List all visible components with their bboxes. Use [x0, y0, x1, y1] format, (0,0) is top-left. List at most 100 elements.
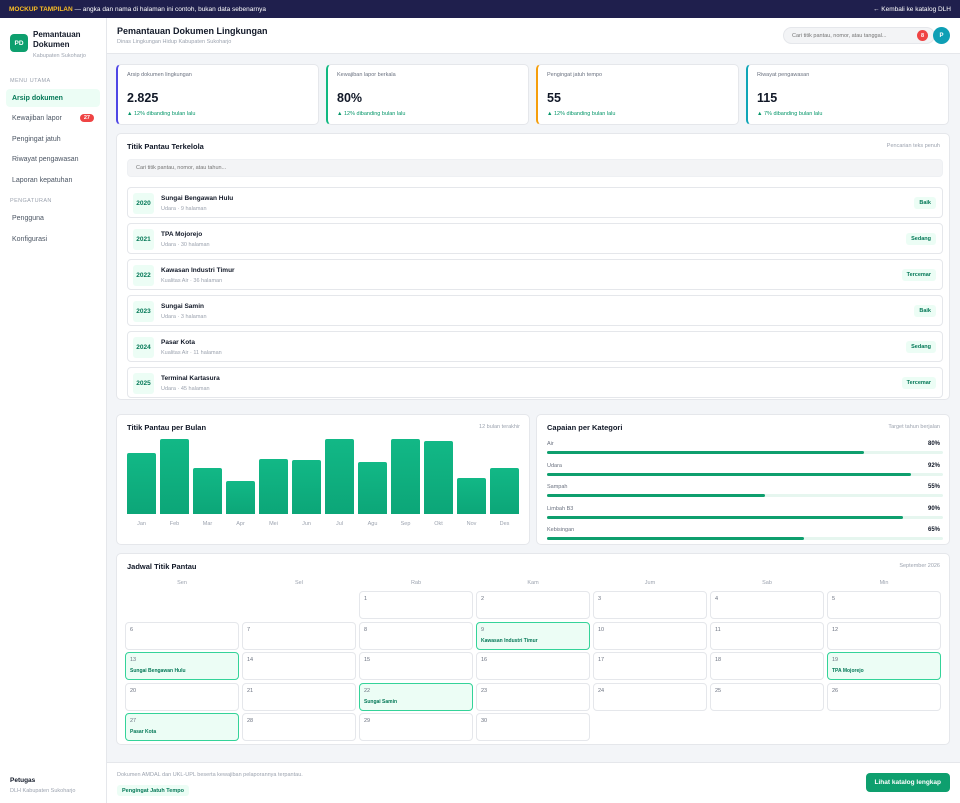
- app-logo: PD: [10, 34, 28, 52]
- x-tick-label: Jul: [335, 521, 344, 527]
- sidebar-item-label: Arsip dokumen: [12, 94, 63, 102]
- calendar-day[interactable]: 6: [125, 621, 239, 650]
- list-item-meta: Kualitas Air · 36 halaman: [161, 278, 223, 284]
- bar-mei: [259, 458, 288, 514]
- calendar-day[interactable]: 2: [476, 591, 590, 619]
- calendar-day[interactable]: 7: [242, 621, 356, 650]
- calendar-event[interactable]: Sungai Bengawan Hulu: [130, 668, 186, 675]
- list-item-year: 2023: [133, 301, 154, 322]
- monitoring-point-list: Titik Pantau Terkelola Pencarian teks pe…: [116, 133, 950, 400]
- category-progress-track: [547, 451, 943, 454]
- view-catalog-button[interactable]: Lihat katalog lengkap: [865, 773, 950, 792]
- sidebar-item-pengingat-jatuh[interactable]: Pengingat jatuh: [6, 130, 100, 148]
- user-org: DLH Kabupaten Sukoharjo: [10, 788, 76, 794]
- sidebar-item-kewajiban-lapor[interactable]: Kewajiban lapor 27: [6, 109, 100, 127]
- list-item[interactable]: 2020 Sungai Bengawan Hulu Udara · 9 hala…: [127, 187, 943, 218]
- calendar-day[interactable]: 24: [593, 682, 707, 711]
- list-item-year: 2022: [133, 265, 154, 286]
- sidebar-item-label: Riwayat pengawasan: [12, 155, 79, 163]
- calendar-day[interactable]: 23: [476, 682, 590, 711]
- calendar-day[interactable]: 22 Sungai Samin: [359, 682, 473, 711]
- calendar-day-number: 15: [364, 657, 371, 664]
- stat-card-arsip: Arsip dokumen lingkungan 2.825 ▲ 12% dib…: [116, 64, 319, 125]
- category-progress-track: [547, 472, 943, 476]
- calendar-day[interactable]: 8: [359, 621, 473, 650]
- stat-value: 2.825: [127, 91, 159, 105]
- status-badge: Sedang: [906, 341, 936, 353]
- notification-badge[interactable]: 8: [917, 30, 928, 41]
- stat-label: Kewajiban lapor berkala: [337, 72, 396, 78]
- calendar-day[interactable]: 14: [242, 652, 356, 681]
- list-search-input[interactable]: [127, 159, 943, 177]
- category-percent: 90%: [927, 505, 940, 512]
- calendar-day[interactable]: 21: [242, 682, 356, 711]
- calendar-day[interactable]: 17: [593, 652, 707, 681]
- calendar-day[interactable]: 16: [476, 652, 590, 681]
- calendar-day[interactable]: 1: [359, 591, 473, 619]
- list-item[interactable]: 2025 Terminal Kartasura Udara · 45 halam…: [127, 367, 943, 398]
- list-item[interactable]: 2021 TPA Mojorejo Udara · 30 halaman Sed…: [127, 223, 943, 254]
- calendar-day[interactable]: 29: [359, 713, 473, 742]
- calendar-event[interactable]: Sungai Samin: [364, 698, 398, 705]
- calendar-event[interactable]: Kawasan Industri Timur: [481, 637, 538, 644]
- sidebar-item-arsip-dokumen[interactable]: Arsip dokumen: [6, 89, 100, 107]
- category-label: Udara: [547, 462, 562, 469]
- mockup-banner: MOCKUP TAMPILAN — angka dan nama di hala…: [0, 0, 960, 18]
- sidebar-item-konfigurasi[interactable]: Konfigurasi: [6, 230, 100, 248]
- calendar-day[interactable]: 10: [593, 621, 707, 650]
- section-title: Titik Pantau per Bulan: [127, 423, 207, 432]
- global-search-input[interactable]: [783, 27, 935, 44]
- weekday-label: Sel: [295, 580, 303, 586]
- calendar-day-number: 8: [364, 626, 368, 633]
- calendar-day[interactable]: 28: [242, 713, 356, 742]
- back-to-catalog-link[interactable]: ← Kembali ke katalog DLH: [872, 5, 951, 13]
- calendar-day[interactable]: 12: [827, 621, 941, 650]
- sidebar-item-riwayat-pengawasan[interactable]: Riwayat pengawasan: [6, 150, 100, 168]
- calendar-day[interactable]: 20: [125, 682, 239, 711]
- calendar-day-number: 14: [247, 657, 254, 664]
- calendar-day[interactable]: 18: [710, 652, 824, 681]
- calendar-month: September 2026: [899, 563, 940, 569]
- calendar-day[interactable]: 9 Kawasan Industri Timur: [476, 621, 590, 650]
- due-reminder-chip[interactable]: Pengingat Jatuh Tempo: [117, 785, 189, 796]
- calendar-day[interactable]: 19 TPA Mojorejo: [827, 652, 941, 681]
- calendar-day[interactable]: 4: [710, 591, 824, 619]
- sidebar-item-laporan-kepatuhan[interactable]: Laporan kepatuhan: [6, 171, 100, 189]
- calendar-day[interactable]: 15: [359, 652, 473, 681]
- list-item-name: Kawasan Industri Timur: [161, 267, 235, 274]
- calendar-day[interactable]: 26: [827, 682, 941, 711]
- sidebar-item-pengguna[interactable]: Pengguna: [6, 209, 100, 227]
- x-tick-label: Nov: [466, 521, 477, 527]
- stat-trend: ▲ 12% dibanding bulan lalu: [547, 111, 616, 117]
- list-item[interactable]: 2022 Kawasan Industri Timur Kualitas Air…: [127, 259, 943, 290]
- calendar-day[interactable]: 30: [476, 713, 590, 742]
- calendar-event[interactable]: Pasar Kota: [130, 729, 157, 736]
- calendar-day[interactable]: 3: [593, 591, 707, 619]
- sidebar-item-label: Laporan kepatuhan: [12, 176, 73, 184]
- calendar-day-number: 24: [598, 687, 605, 694]
- user-avatar[interactable]: P: [933, 27, 950, 44]
- x-tick-label: Okt: [434, 521, 443, 527]
- category-progress-fill: [547, 451, 864, 454]
- calendar-day-number: 30: [481, 718, 488, 725]
- weekday-label: Jum: [644, 580, 656, 586]
- calendar-day-number: 1: [364, 596, 368, 602]
- kewajiban-count-badge: 27: [79, 114, 94, 122]
- list-item-meta: Udara · 30 halaman: [161, 242, 210, 248]
- calendar-day[interactable]: 27 Pasar Kota: [125, 713, 239, 742]
- category-percent: 55%: [927, 484, 940, 490]
- list-item[interactable]: 2024 Pasar Kota Kualitas Air · 11 halama…: [127, 331, 943, 362]
- calendar-event[interactable]: TPA Mojorejo: [832, 668, 864, 675]
- calendar-day[interactable]: 13 Sungai Bengawan Hulu: [125, 652, 239, 681]
- category-progress-fill: [547, 537, 805, 540]
- calendar-day-number: 29: [364, 718, 371, 725]
- page-subtitle: Dinas Lingkungan Hidup Kabupaten Sukohar…: [117, 39, 232, 45]
- calendar-day-number: 27: [130, 718, 137, 725]
- sidebar: PD Pemantauan Dokumen Kabupaten Sukoharj…: [0, 18, 107, 803]
- calendar-day[interactable]: 11: [710, 621, 824, 650]
- calendar-day[interactable]: 5: [827, 591, 941, 619]
- calendar-day-number: 3: [598, 596, 602, 602]
- calendar-day[interactable]: 25: [710, 682, 824, 711]
- section-title: Titik Pantau Terkelola: [127, 142, 204, 151]
- list-item[interactable]: 2023 Sungai Samin Udara · 3 halaman Baik: [127, 295, 943, 326]
